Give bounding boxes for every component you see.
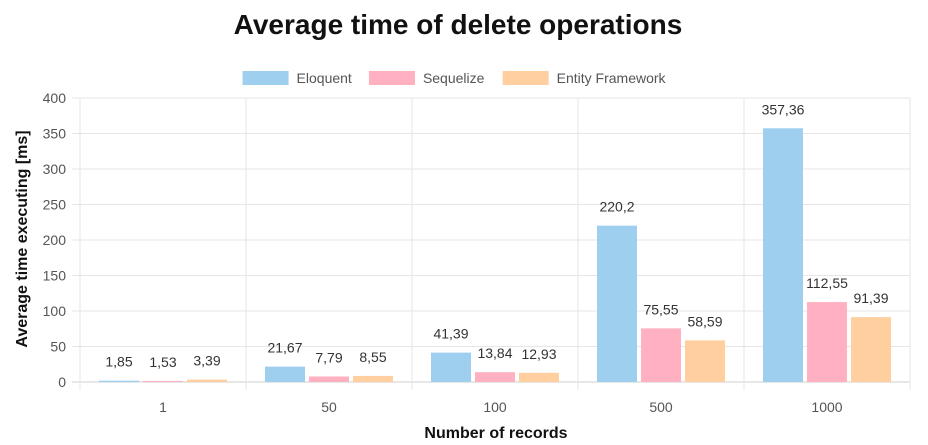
x-tick-label: 1000 xyxy=(811,399,842,415)
data-label: 1,85 xyxy=(105,354,132,370)
bar xyxy=(807,302,847,382)
data-label: 220,2 xyxy=(599,199,634,215)
legend-label: Entity Framework xyxy=(557,70,667,86)
y-axis-ticks: 0 50 100 150 200 250 300 350 400 xyxy=(43,90,67,390)
y-tick-label: 350 xyxy=(43,126,67,142)
y-tick-label: 200 xyxy=(43,232,67,248)
x-tick-label: 1 xyxy=(159,399,167,415)
bar xyxy=(143,380,183,382)
x-axis-ticks: 1 50 100 500 1000 xyxy=(159,399,843,415)
bar xyxy=(265,366,305,382)
data-label: 21,67 xyxy=(267,340,302,356)
bar xyxy=(309,376,349,382)
y-tick-label: 300 xyxy=(43,161,67,177)
legend-swatch xyxy=(368,71,415,85)
y-tick-label: 50 xyxy=(50,339,66,355)
bar xyxy=(597,225,637,382)
bars xyxy=(99,128,891,382)
y-tick-label: 400 xyxy=(43,90,67,106)
y-tick-label: 100 xyxy=(43,303,67,319)
data-label: 41,39 xyxy=(433,326,468,342)
legend-label: Eloquent xyxy=(297,70,352,86)
data-label: 112,55 xyxy=(806,275,848,291)
bar xyxy=(763,128,803,382)
legend-swatch xyxy=(242,71,289,85)
y-tick-label: 0 xyxy=(58,374,66,390)
bar xyxy=(353,375,393,382)
legend-label: Sequelize xyxy=(423,70,485,86)
chart-title: Average time of delete operations xyxy=(234,9,683,40)
bar xyxy=(431,352,471,382)
data-label: 13,84 xyxy=(477,345,512,361)
data-label: 3,39 xyxy=(193,353,220,369)
grid-lines xyxy=(72,97,911,390)
y-axis-title: Average time executing [ms] xyxy=(14,130,31,347)
legend: Eloquent Sequelize Entity Framework xyxy=(242,70,667,86)
data-label: 12,93 xyxy=(521,346,556,362)
x-tick-label: 100 xyxy=(483,399,507,415)
x-axis-title: Number of records xyxy=(424,425,567,442)
data-label: 1,53 xyxy=(149,354,176,370)
x-tick-label: 50 xyxy=(321,399,337,415)
data-label: 91,39 xyxy=(853,290,888,306)
data-label: 75,55 xyxy=(643,301,678,317)
bar xyxy=(851,317,891,382)
y-tick-label: 150 xyxy=(43,268,67,284)
bar xyxy=(641,328,681,382)
bar xyxy=(187,379,227,382)
bar xyxy=(99,380,139,382)
data-label: 357,36 xyxy=(762,101,805,117)
bar xyxy=(475,372,515,382)
x-tick-label: 500 xyxy=(649,399,673,415)
y-tick-label: 250 xyxy=(43,197,67,213)
legend-swatch xyxy=(502,71,549,85)
bar xyxy=(519,372,559,382)
data-label: 8,55 xyxy=(359,349,386,365)
data-labels: 1,85 1,53 3,39 21,67 7,79 8,55 41,39 13,84 12,93… xyxy=(105,101,888,370)
bar xyxy=(685,340,725,382)
data-label: 58,59 xyxy=(687,313,722,329)
data-label: 7,79 xyxy=(315,349,342,365)
